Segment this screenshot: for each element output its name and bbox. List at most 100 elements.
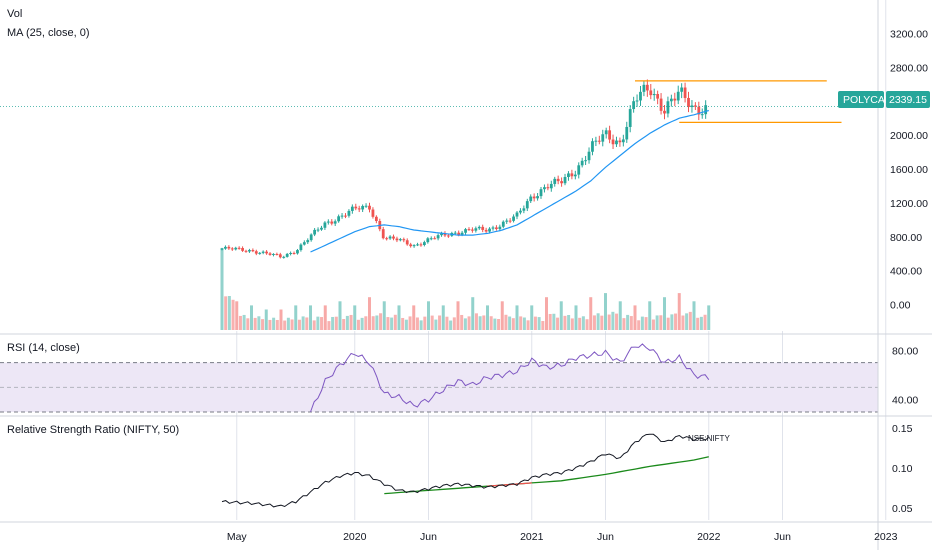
volume-bar-16-2 xyxy=(463,318,467,330)
candle-body-33 xyxy=(333,221,337,224)
volume-bars xyxy=(220,248,711,330)
candle-body-134 xyxy=(680,87,684,92)
rsi-title[interactable]: RSI (14, close) xyxy=(7,342,80,354)
volume-bar-24 xyxy=(574,305,578,330)
ratio-ma-line xyxy=(384,456,709,495)
volume-bar-21-1 xyxy=(533,316,537,330)
volume-bar-27-1 xyxy=(622,318,626,330)
volume-bar-12-1 xyxy=(401,317,405,330)
candle-body-2 xyxy=(227,246,231,249)
candle-body-131 xyxy=(669,98,673,102)
candle-body-108 xyxy=(591,141,594,152)
candle-body-40 xyxy=(357,208,361,210)
volume-bar-1-1 xyxy=(238,315,242,330)
volume-bar-19 xyxy=(500,301,504,330)
volume-bar-28 xyxy=(633,305,637,330)
volume-bar-4 xyxy=(279,309,283,330)
candle-body-25 xyxy=(306,240,310,243)
candle-body-16 xyxy=(275,253,279,255)
time-tick-6: Jun xyxy=(774,531,791,543)
volume-bar-0-1 xyxy=(224,296,228,330)
price-pane[interactable]: Vol MA (25, close, 0) xyxy=(0,0,878,331)
volume-bar-22-1 xyxy=(548,313,552,330)
time-scale[interactable]: May 2020 Jun 2021 Jun 2022 Jun 2023 xyxy=(227,531,898,543)
volume-bar-13 xyxy=(412,305,416,330)
candle-body-80 xyxy=(495,227,498,230)
volume-bar-26-3 xyxy=(615,313,619,330)
volume-bar-13-1 xyxy=(415,317,419,330)
candle-body-84 xyxy=(508,220,512,222)
candle-body-1 xyxy=(224,246,227,249)
candle-body-38 xyxy=(350,206,354,211)
volume-bar-9 xyxy=(353,305,357,330)
volume-bar-25-1 xyxy=(592,315,596,330)
candle-body-3 xyxy=(230,248,234,250)
volume-bar-31-2 xyxy=(685,313,689,330)
price-scale[interactable]: 3200.002800.002400.002000.001600.001200.… xyxy=(890,28,928,515)
volume-bar-11-3 xyxy=(393,314,397,330)
candle-body-78 xyxy=(488,228,491,232)
ratio-title[interactable]: Relative Strength Ratio (NIFTY, 50) xyxy=(7,424,179,436)
candle-body-90 xyxy=(529,196,533,202)
rsi-tick-0: 80.00 xyxy=(892,345,918,357)
rsi-pane[interactable]: RSI (14, close) xyxy=(0,342,878,413)
volume-bar-10-3 xyxy=(379,313,383,330)
candle-body-71 xyxy=(464,229,467,233)
candle-body-138 xyxy=(693,105,697,107)
volume-bar-20-3 xyxy=(526,320,530,330)
candle-body-94 xyxy=(543,187,546,190)
candle-body-18 xyxy=(282,256,286,258)
volume-bar-28-2 xyxy=(640,316,644,330)
volume-bar-17-1 xyxy=(474,313,478,330)
volume-bar-23-3 xyxy=(570,318,574,330)
volume-bar-30-2 xyxy=(670,314,674,330)
candle-body-135 xyxy=(683,87,687,98)
volume-bar-2-2 xyxy=(257,316,261,330)
volume-bar-7-3 xyxy=(334,316,338,330)
candle-body-50 xyxy=(392,236,395,239)
candle-body-99 xyxy=(560,181,563,184)
volume-bar-2-3 xyxy=(261,319,265,330)
volume-bar-9-1 xyxy=(356,319,360,330)
volume-bar-8-2 xyxy=(345,315,349,330)
candle-body-51 xyxy=(395,238,399,241)
volume-bar-14-3 xyxy=(438,315,442,330)
candle-body-47 xyxy=(381,229,385,239)
volume-bar-16-1 xyxy=(460,314,464,330)
volume-bar-24-2 xyxy=(581,316,585,330)
candle-body-10 xyxy=(254,251,258,254)
price-badges[interactable]: POLYCAB 2339.15 xyxy=(838,91,930,108)
volume-bar-16-3 xyxy=(467,316,471,330)
time-tick-2: Jun xyxy=(420,531,437,543)
price-tick-0: 3200.00 xyxy=(890,28,928,40)
candle-body-83 xyxy=(505,220,509,222)
candle-body-27 xyxy=(313,229,317,235)
candle-body-106 xyxy=(584,160,588,162)
price-pane-bg xyxy=(0,0,878,331)
volume-bar-32-1 xyxy=(696,317,700,330)
volume-bar-32-2 xyxy=(699,316,703,330)
ma-indicator-label[interactable]: MA (25, close, 0) xyxy=(7,27,90,39)
ratio-pane[interactable]: Relative Strength Ratio (NIFTY, 50) NSE:… xyxy=(7,424,730,508)
candle-body-104 xyxy=(577,165,581,175)
candle-body-70 xyxy=(460,232,464,235)
volume-bar-28-3 xyxy=(644,317,648,330)
price-tick-7: 400.00 xyxy=(890,266,922,278)
candle-body-72 xyxy=(467,229,471,231)
volume-bar-6 xyxy=(309,305,312,330)
price-tick-4: 1600.00 xyxy=(890,164,928,176)
volume-bar-14-2 xyxy=(434,319,438,330)
time-tick-1: 2020 xyxy=(343,531,367,543)
volume-bar-0-3 xyxy=(231,299,235,330)
volume-bar-29 xyxy=(648,301,652,330)
candle-body-100 xyxy=(563,177,567,184)
candle-body-9 xyxy=(251,250,255,252)
rsi-levels xyxy=(0,362,878,413)
ratio-tick-2: 0.05 xyxy=(892,503,913,515)
volume-bar-23-2 xyxy=(567,314,571,330)
candle-body-95 xyxy=(546,187,550,189)
candle-body-26 xyxy=(309,234,313,241)
volume-bar-17-3 xyxy=(482,315,486,330)
volume-bar-29-1 xyxy=(651,319,655,330)
